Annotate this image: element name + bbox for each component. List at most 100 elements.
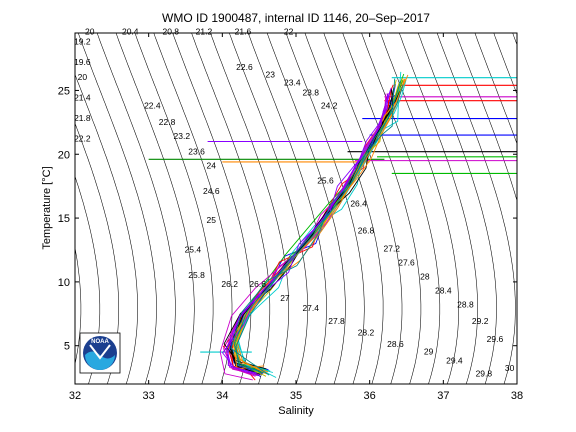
contour-label: 23.4 [284,77,301,87]
contour-label: 23.2 [174,131,191,141]
contour-label: 24.2 [321,100,338,110]
density-contour-line [361,33,441,384]
contour-label: 21.8 [74,113,91,123]
contour-label: 22.2 [74,133,91,143]
x-tick-label: 36 [364,390,376,402]
contour-label: 22.8 [159,117,176,127]
y-tick-label: 5 [64,341,70,353]
contour-label: 20 [85,26,95,36]
density-contour-line [191,33,271,384]
density-contour-line [75,175,101,384]
contour-label: 29.8 [476,368,493,378]
contour-label: 27 [280,293,290,303]
contour-label: 29.2 [472,316,489,326]
contour-label: 28.8 [457,299,474,309]
contour-label: 27.6 [398,257,415,267]
contour-label: 20.8 [162,26,179,36]
contour-label: 21.6 [235,26,252,36]
density-contour-line [436,33,516,384]
y-tick-label: 10 [58,277,70,289]
contour-label: 21.4 [74,93,91,103]
density-contour-line [115,33,195,384]
profile-line [226,90,391,377]
y-axis-ticks: 5 10 15 20 25 [58,85,517,353]
contour-labels: 20 20.4 20.8 21.2 21.6 22 19.2 19.6 20 21.4 21.8 22… [74,26,515,378]
contour-label: 23.8 [302,88,319,98]
density-contour-line [172,33,252,384]
contour-label: 19.2 [74,36,91,46]
density-contour-line [417,33,497,384]
contour-label: 25.8 [188,270,205,280]
profile-series [219,71,409,381]
contour-label: 19.6 [74,57,91,67]
x-tick-label: 37 [437,390,449,402]
y-tick-label: 20 [58,149,70,161]
contour-label: 27.4 [302,303,319,313]
x-tick-label: 35 [290,390,302,402]
density-contour-line [455,33,517,202]
contour-label: 23 [265,70,275,80]
logo-bird [89,344,111,360]
profile-line [235,84,404,373]
profile-line [222,93,388,374]
x-tick-label: 33 [143,390,155,402]
profile-line [230,78,396,376]
contour-label: 28.4 [435,285,452,295]
profile-line [231,74,409,370]
contour-label: 26.4 [350,199,367,209]
density-contour-line [323,33,403,384]
density-contour-line [77,33,157,384]
density-contour-line [96,33,176,384]
x-axis-label: Salinity [278,405,314,417]
density-contour-line [153,33,233,384]
density-contour-line [342,33,422,384]
y-tick-label: 25 [58,85,70,97]
density-contours [75,33,517,384]
contour-label: 27.2 [383,243,400,253]
density-contour-line [229,33,308,384]
contour-label: 21.2 [196,26,213,36]
horizontal-segments [148,77,517,353]
x-axis-ticks: 32 33 34 35 36 37 38 [69,33,523,402]
density-contour-line [75,122,119,384]
contour-label: 20.4 [122,26,139,36]
contour-label: 25 [207,215,217,225]
contour-label: 26.8 [358,225,375,235]
contour-label: 23.6 [188,146,205,156]
contour-label: 26.2 [221,279,238,289]
density-contour-line [134,33,214,384]
contour-label: 28.2 [358,327,375,337]
density-contour-line [75,246,82,366]
density-contour-line [247,33,327,384]
density-contour-line [285,33,365,384]
noaa-logo: NOAA [79,332,121,374]
contour-label: 22.6 [236,62,253,72]
contour-label: 22 [284,26,294,36]
y-axis-label: Temperature [°C] [41,166,53,249]
density-contour-line [474,33,517,145]
y-tick-label: 15 [58,213,70,225]
contour-label: 25.4 [185,245,202,255]
contour-label: 29.4 [446,356,463,366]
x-tick-label: 38 [511,390,523,402]
contour-label: 29.6 [487,334,504,344]
contour-label: 28.6 [387,339,404,349]
contour-label: 29 [424,347,434,357]
contour-label: 20 [78,72,88,82]
logo-text: NOAA [91,339,109,345]
contour-label: 24 [207,160,217,170]
contour-label: 28 [420,271,430,281]
contour-label: 24.6 [203,186,220,196]
contour-label: 30 [505,363,515,373]
density-contour-line [493,33,517,95]
density-contour-line [399,33,478,384]
density-contour-line [210,33,289,384]
contour-label: 22.4 [144,100,161,110]
contour-label: 26.6 [249,279,266,289]
x-tick-label: 34 [216,390,228,402]
logo-wave [85,351,115,370]
contour-label: 25.6 [317,176,334,186]
chart-title: WMO ID 1900487, internal ID 1146, 20–Sep… [162,11,430,25]
density-contour-line [75,73,138,384]
